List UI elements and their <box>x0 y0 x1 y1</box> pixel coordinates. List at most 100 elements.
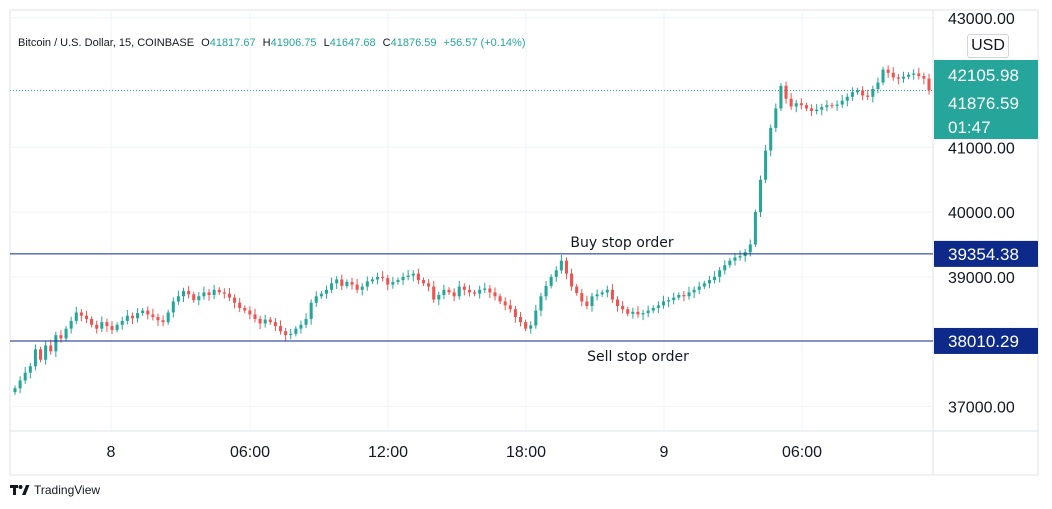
candle-body <box>631 311 635 314</box>
candle-body <box>386 278 390 285</box>
legend: Bitcoin / U.S. Dollar, 15, COINBASE O418… <box>18 37 526 49</box>
candle-body <box>753 212 757 245</box>
candle-body <box>64 328 68 339</box>
symbol-title: Bitcoin / U.S. Dollar, 15, COINBASE <box>18 37 194 49</box>
candle-body <box>202 292 206 297</box>
candle-body <box>110 326 114 330</box>
candle-body <box>835 104 839 106</box>
currency-button[interactable]: USD <box>967 34 1009 58</box>
buy-price-tag: 39354.38 <box>934 240 1038 267</box>
candle-body <box>539 296 543 311</box>
candle-body <box>881 69 885 83</box>
candle-body <box>421 280 426 284</box>
candle-body <box>294 328 298 334</box>
candle-body <box>39 349 43 360</box>
candle-body <box>156 317 160 321</box>
candle-body <box>59 335 63 339</box>
candle-body <box>411 273 415 276</box>
candle-body <box>437 294 441 300</box>
candle-body <box>789 98 793 107</box>
candle-body <box>830 105 834 107</box>
candle-body <box>319 293 323 297</box>
candle-body <box>529 325 533 329</box>
candle-body <box>733 257 737 261</box>
candle-body <box>330 283 334 290</box>
x-tick-label: 9 <box>660 444 669 461</box>
brand-name: TradingView <box>34 483 101 497</box>
footer[interactable]: TradingView <box>10 483 100 497</box>
sell-price-tag: 38010.29 <box>934 327 1038 354</box>
candle-body <box>44 345 48 360</box>
candle-body <box>166 312 170 323</box>
candle-body <box>646 310 650 314</box>
candle-body <box>871 89 875 97</box>
candle-body <box>493 292 497 297</box>
candle-body <box>896 77 900 79</box>
candle-body <box>28 366 32 373</box>
candle-body <box>626 309 630 314</box>
candle-body <box>855 90 860 93</box>
candle-body <box>508 305 512 310</box>
candle-body <box>513 309 517 318</box>
candle-body <box>105 322 109 327</box>
candle-body <box>605 289 609 293</box>
y-tick-label: 37000.00 <box>948 399 1015 416</box>
candle-body <box>738 256 742 258</box>
candle-body <box>595 294 599 297</box>
candle-body <box>825 105 829 108</box>
x-tick-label: 12:00 <box>368 444 408 461</box>
candle-body <box>610 289 614 300</box>
candle-body <box>784 85 788 99</box>
candle-body <box>534 310 538 326</box>
price-axis[interactable]: 43000.00 41000.00 40000.00 39000.00 37000.00 <box>948 11 1015 417</box>
close-value: 41876.59 <box>391 37 437 49</box>
candle-body <box>723 265 727 271</box>
change-value: +56.57 (+0.14%) <box>444 37 526 49</box>
candle-body <box>406 275 410 277</box>
candle-body <box>621 305 625 310</box>
candle-body <box>886 69 890 73</box>
candle-body <box>651 307 655 311</box>
candle-body <box>544 285 548 297</box>
candle-body <box>564 260 568 274</box>
candle-body <box>473 292 477 294</box>
candle-body <box>100 322 104 329</box>
candle-body <box>207 292 211 295</box>
candle-body <box>641 313 645 315</box>
candle-body <box>907 74 911 77</box>
candle-body <box>345 282 349 286</box>
last-price-value: 41876.59 <box>948 94 1019 113</box>
candle-body <box>370 279 374 282</box>
candle-body <box>130 315 134 319</box>
candle-body <box>672 297 676 301</box>
candle-body <box>815 109 819 112</box>
time-axis[interactable]: 8 06:00 12:00 18:00 9 06:00 <box>107 444 823 461</box>
candle-body <box>79 312 83 316</box>
candle-body <box>559 260 563 271</box>
candle-body <box>912 73 916 75</box>
x-tick-label: 06:00 <box>782 444 822 461</box>
svg-text:39354.38: 39354.38 <box>948 245 1019 264</box>
candle-body <box>23 372 27 381</box>
candle-body <box>518 317 523 323</box>
candle-body <box>299 324 303 329</box>
candle-body <box>176 296 180 302</box>
candle-body <box>197 296 201 301</box>
candle-body <box>702 283 706 287</box>
candle-body <box>866 95 870 97</box>
candle-body <box>498 296 502 302</box>
bar-countdown: 01:47 <box>948 118 991 137</box>
grid <box>10 10 933 431</box>
candle-body <box>799 103 803 106</box>
candle-body <box>376 276 380 280</box>
candle-body <box>758 179 763 213</box>
candle-body <box>273 322 277 327</box>
candles <box>13 65 931 395</box>
candle-body <box>442 289 446 295</box>
candle-body <box>616 299 620 306</box>
candle-body <box>268 319 272 323</box>
candle-body <box>810 108 814 112</box>
candle-body <box>381 276 385 279</box>
candle-body <box>794 103 798 107</box>
